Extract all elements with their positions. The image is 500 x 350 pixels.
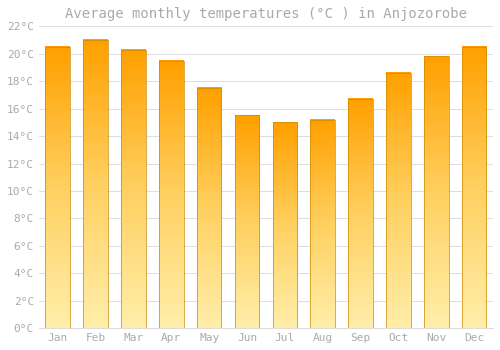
Bar [348,99,373,328]
Bar [310,120,335,328]
Bar [234,116,260,328]
Bar [159,61,184,328]
Bar [272,122,297,328]
Bar [424,56,448,328]
Bar [197,88,222,328]
Bar [84,40,108,328]
Bar [462,47,486,328]
Bar [46,47,70,328]
Bar [121,50,146,328]
Bar [386,73,410,328]
Title: Average monthly temperatures (°C ) in Anjozorobe: Average monthly temperatures (°C ) in An… [65,7,467,21]
